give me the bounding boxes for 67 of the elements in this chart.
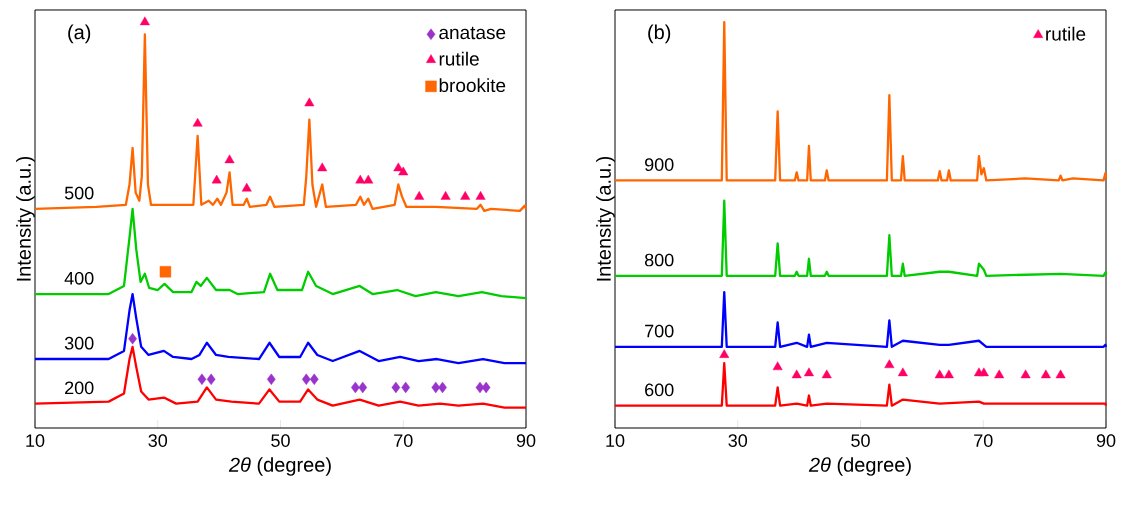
point bbox=[1055, 369, 1066, 379]
point bbox=[994, 369, 1005, 379]
point bbox=[309, 373, 319, 385]
legend-label: rutile bbox=[439, 51, 479, 66]
x-axis-title: 2θ (degree) bbox=[808, 457, 911, 476]
point bbox=[401, 381, 411, 394]
point bbox=[192, 117, 203, 127]
point bbox=[317, 162, 328, 172]
point bbox=[719, 349, 730, 358]
point bbox=[804, 367, 814, 377]
point bbox=[128, 333, 137, 345]
legend-label: anatase bbox=[439, 26, 506, 40]
point bbox=[197, 373, 207, 385]
x-tick-label: 70 bbox=[394, 434, 413, 447]
point bbox=[943, 369, 954, 379]
chart-title: (a) bbox=[68, 24, 91, 44]
point bbox=[440, 191, 451, 200]
x-tick-label: 10 bbox=[26, 434, 45, 447]
point bbox=[211, 174, 222, 184]
point bbox=[791, 369, 802, 379]
point bbox=[884, 359, 895, 369]
legend-label: rutile bbox=[1046, 26, 1086, 41]
point bbox=[206, 373, 216, 385]
point bbox=[934, 369, 945, 379]
point bbox=[398, 166, 409, 176]
series-label: 900 bbox=[645, 158, 674, 171]
point bbox=[139, 16, 150, 26]
series-label: 600 bbox=[645, 383, 674, 397]
y-axis-title: Intensity (a.u.) bbox=[596, 156, 615, 281]
point bbox=[301, 373, 311, 385]
point bbox=[414, 191, 425, 200]
point bbox=[391, 381, 401, 394]
series-label: 400 bbox=[64, 271, 94, 285]
x-tick-label: 70 bbox=[974, 434, 993, 447]
point bbox=[431, 381, 441, 394]
x-tick-label: 90 bbox=[1096, 434, 1116, 447]
point bbox=[363, 174, 374, 184]
series-label: 200 bbox=[65, 381, 94, 395]
legend-label: brookite bbox=[439, 78, 506, 93]
point bbox=[460, 191, 471, 200]
point bbox=[159, 266, 172, 278]
point bbox=[978, 367, 989, 377]
x-tick-label: 50 bbox=[851, 434, 870, 447]
x-tick-label: 90 bbox=[516, 434, 536, 447]
series-label: 700 bbox=[645, 324, 674, 338]
point bbox=[772, 361, 783, 371]
x-axis-title: 2θ (degree) bbox=[228, 457, 331, 476]
point bbox=[266, 373, 276, 385]
series-label: 800 bbox=[644, 253, 674, 267]
point bbox=[224, 154, 235, 164]
point bbox=[241, 182, 252, 192]
point bbox=[355, 174, 366, 184]
series-label: 500 bbox=[64, 186, 94, 200]
point bbox=[897, 367, 908, 377]
x-tick-label: 30 bbox=[728, 434, 748, 447]
point bbox=[1020, 369, 1031, 379]
chart-title: (b) bbox=[648, 24, 671, 44]
x-tick-label: 30 bbox=[148, 434, 168, 447]
point bbox=[358, 381, 368, 394]
x-tick-label: 10 bbox=[606, 434, 625, 447]
point bbox=[821, 369, 832, 379]
x-tick-label: 50 bbox=[271, 434, 290, 447]
point bbox=[475, 191, 486, 200]
series-label: 300 bbox=[64, 336, 94, 350]
point bbox=[1040, 369, 1051, 379]
point bbox=[304, 97, 315, 107]
y-axis-title: Intensity (a.u.) bbox=[16, 156, 35, 281]
